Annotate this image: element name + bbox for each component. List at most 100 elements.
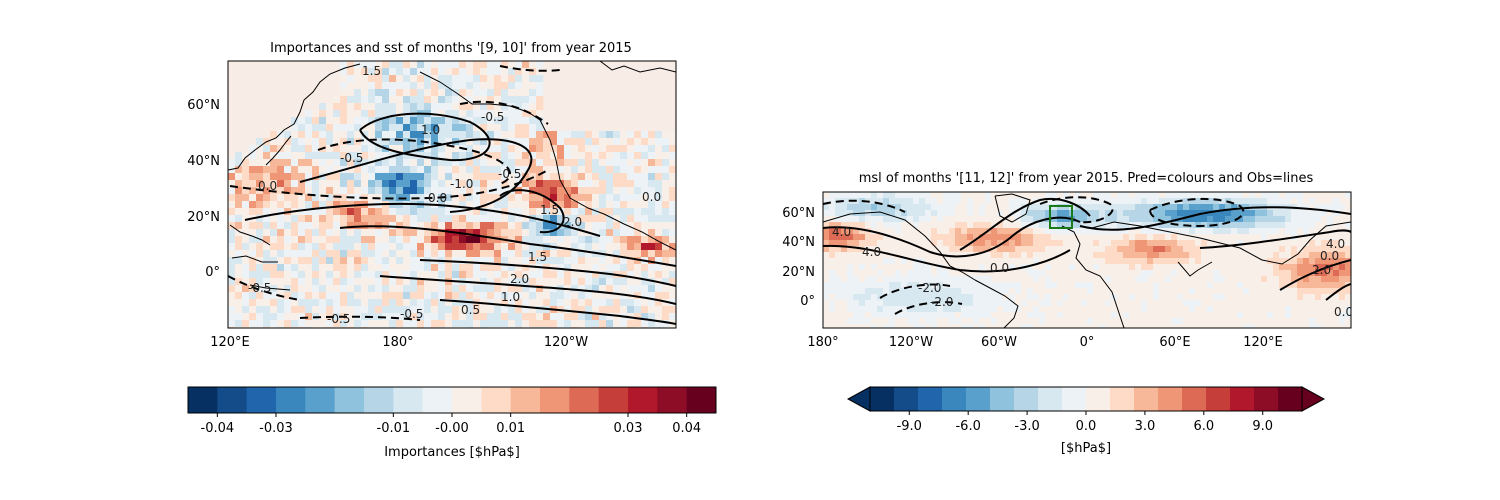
field-cell (1303, 252, 1310, 259)
field-cell (578, 194, 586, 202)
field-cell (354, 285, 362, 293)
field-cell (991, 252, 998, 259)
field-cell (949, 306, 956, 313)
field-cell (1297, 288, 1304, 295)
field-cell (592, 138, 600, 146)
field-cell (417, 187, 425, 195)
field-cell (396, 250, 404, 258)
field-cell (613, 320, 621, 328)
field-cell (1159, 210, 1166, 217)
field-cell (599, 222, 607, 230)
field-cell (375, 82, 383, 90)
field-cell (452, 124, 460, 132)
field-cell (1285, 216, 1292, 223)
field-cell (1267, 294, 1274, 301)
field-cell (319, 215, 327, 223)
field-cell (347, 145, 355, 153)
field-cell (585, 313, 593, 321)
field-cell (835, 270, 842, 277)
field-cell (228, 271, 236, 279)
field-cell (1261, 258, 1268, 265)
field-cell (368, 173, 376, 181)
field-cell (655, 222, 663, 230)
field-cell (340, 222, 348, 230)
field-cell (305, 201, 313, 209)
field-cell (865, 306, 872, 313)
field-cell (550, 166, 558, 174)
contour-label: 4.0 (1326, 237, 1345, 251)
field-cell (571, 243, 579, 251)
field-cell (1087, 246, 1094, 253)
field-cell (1231, 252, 1238, 259)
field-cell (564, 208, 572, 216)
field-cell (571, 313, 579, 321)
field-cell (641, 201, 649, 209)
field-cell (1225, 240, 1232, 247)
field-cell (949, 282, 956, 289)
field-cell (382, 110, 390, 118)
field-cell (997, 270, 1004, 277)
field-cell (823, 246, 830, 253)
field-cell (1333, 198, 1340, 205)
field-cell (1045, 300, 1052, 307)
field-cell (1171, 246, 1178, 253)
field-cell (620, 159, 628, 167)
field-cell (1333, 264, 1340, 271)
field-cell (1315, 240, 1322, 247)
field-cell (1201, 258, 1208, 265)
field-cell (883, 228, 890, 235)
field-cell (508, 68, 516, 76)
field-cell (1165, 318, 1172, 325)
field-cell (925, 288, 932, 295)
field-cell (1207, 258, 1214, 265)
field-cell (431, 152, 439, 160)
field-cell (445, 152, 453, 160)
field-cell (291, 306, 299, 314)
field-cell (452, 110, 460, 118)
field-cell (564, 229, 572, 237)
field-cell (883, 198, 890, 205)
field-cell (543, 138, 551, 146)
field-cell (925, 264, 932, 271)
field-cell (1009, 204, 1016, 211)
field-cell (883, 246, 890, 253)
field-cell (925, 306, 932, 313)
field-cell (1267, 300, 1274, 307)
field-cell (1045, 204, 1052, 211)
field-cell (919, 240, 926, 247)
field-cell (592, 320, 600, 328)
field-cell (1087, 318, 1094, 325)
field-cell (1039, 300, 1046, 307)
field-cell (1321, 324, 1328, 328)
field-cell (1327, 258, 1334, 265)
field-cell (1255, 306, 1262, 313)
field-cell (949, 192, 956, 199)
field-cell (487, 117, 495, 125)
field-cell (1303, 228, 1310, 235)
field-cell (1039, 216, 1046, 223)
field-cell (991, 204, 998, 211)
field-cell (438, 61, 446, 69)
left-colorbar-ticks: -0.04 -0.03 -0.01 -0.00 0.01 0.03 0.04 (201, 413, 701, 436)
field-cell (291, 215, 299, 223)
field-cell (256, 145, 264, 153)
field-cell (1231, 258, 1238, 265)
contour-label: 1.5 (540, 203, 559, 217)
field-cell (333, 138, 341, 146)
field-cell (1009, 192, 1016, 199)
field-cell (452, 215, 460, 223)
field-cell (1273, 324, 1280, 328)
field-cell (1057, 216, 1064, 223)
field-cell (333, 313, 341, 321)
field-cell (1063, 252, 1070, 259)
field-cell (1345, 204, 1351, 211)
field-cell (1039, 210, 1046, 217)
field-cell (1015, 318, 1022, 325)
field-cell (501, 194, 509, 202)
field-cell (368, 285, 376, 293)
field-cell (606, 166, 614, 174)
field-cell (1027, 204, 1034, 211)
field-cell (1081, 324, 1088, 328)
field-cell (847, 264, 854, 271)
field-cell (536, 159, 544, 167)
